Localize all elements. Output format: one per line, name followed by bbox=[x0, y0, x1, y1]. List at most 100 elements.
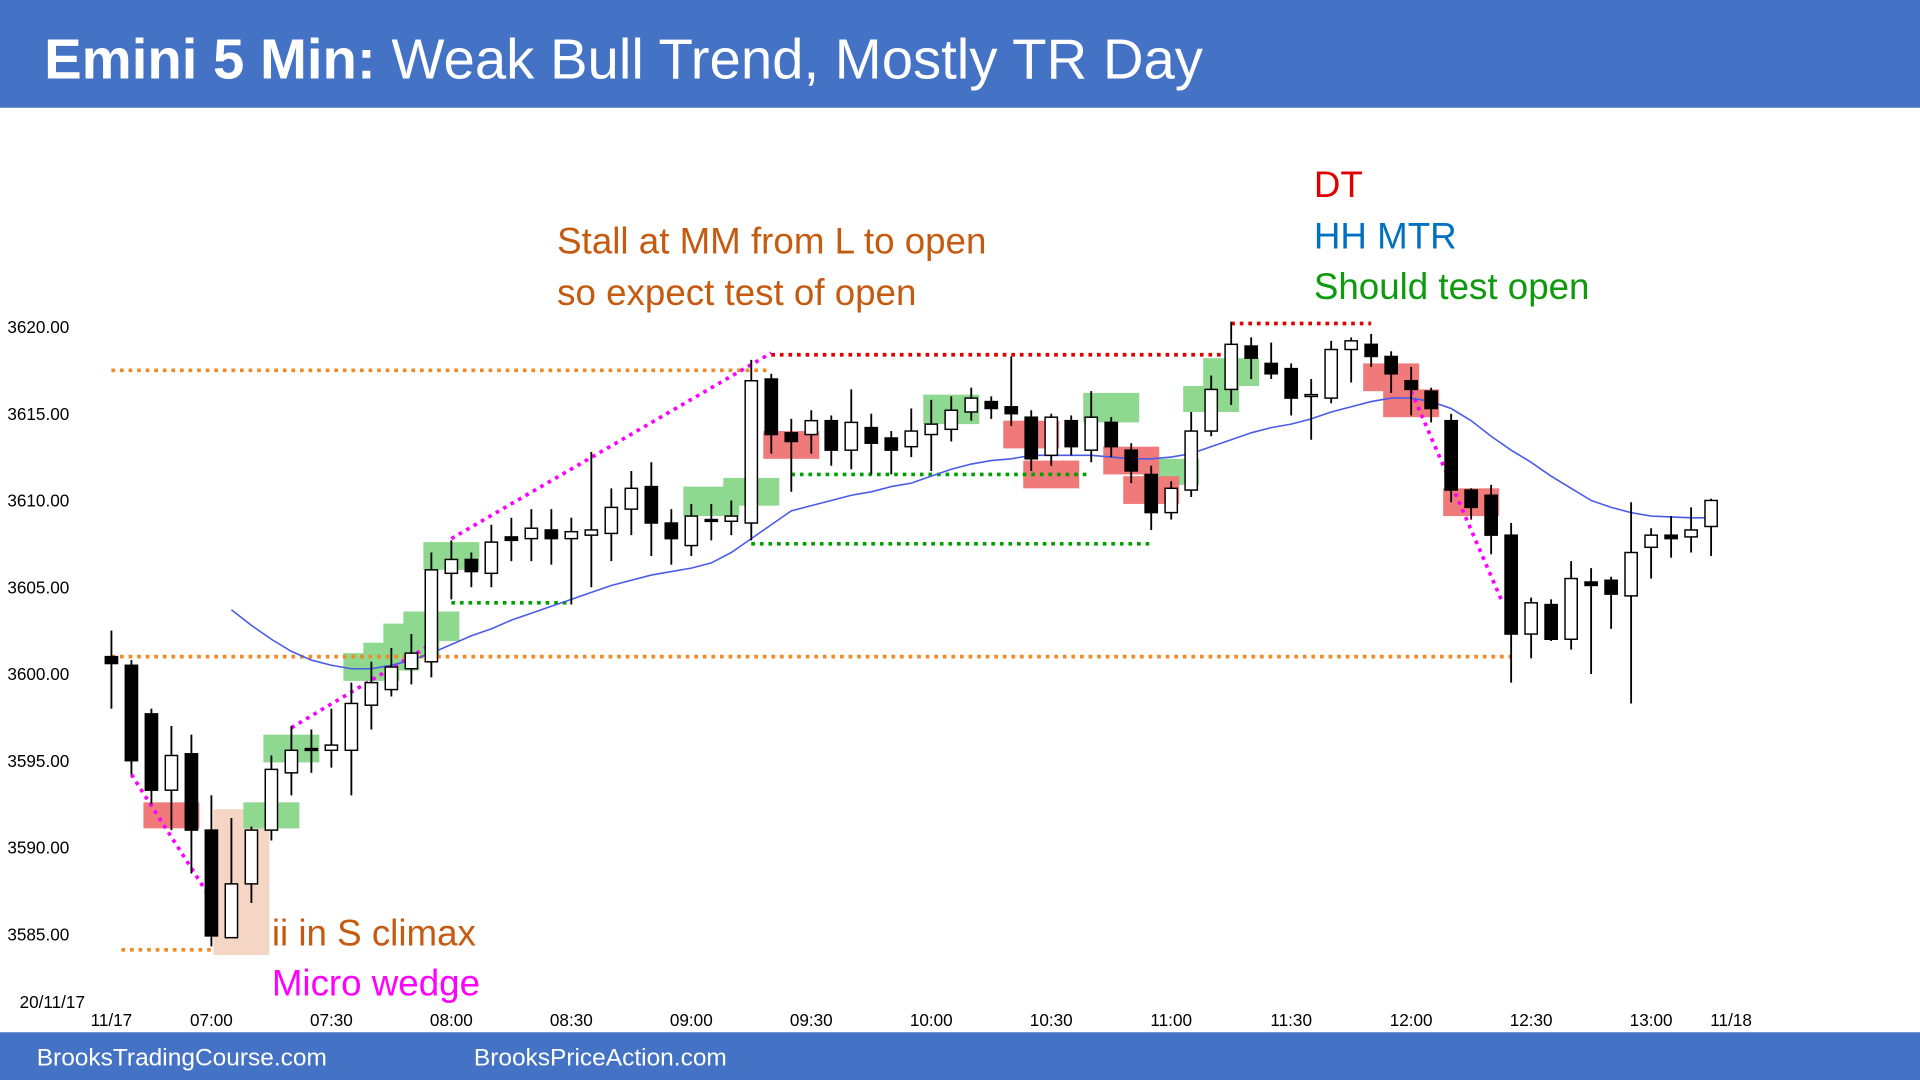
candle bbox=[464, 552, 479, 588]
candle-body bbox=[464, 558, 479, 573]
candle-body bbox=[604, 506, 619, 535]
x-tick-label: 12:00 bbox=[1390, 1010, 1433, 1030]
candle bbox=[544, 509, 559, 565]
candle-body bbox=[1144, 473, 1159, 514]
candle bbox=[1004, 356, 1019, 426]
candle-body bbox=[724, 515, 739, 523]
candle bbox=[1144, 465, 1159, 530]
footer-left: BrooksTradingCourse.com bbox=[37, 1044, 327, 1071]
candle bbox=[1364, 333, 1379, 367]
y-tick-label: 3605.00 bbox=[7, 577, 69, 597]
candle bbox=[984, 396, 999, 419]
x-tick-label: 07:30 bbox=[310, 1010, 353, 1030]
candle-body bbox=[264, 768, 279, 831]
candle bbox=[304, 729, 319, 773]
candle bbox=[1104, 417, 1119, 458]
x-tick-label: 10:00 bbox=[910, 1010, 953, 1030]
candle bbox=[864, 413, 879, 475]
candle bbox=[1244, 337, 1259, 380]
candle-body bbox=[744, 380, 759, 524]
annotation: DT bbox=[1314, 164, 1363, 205]
candle bbox=[644, 462, 659, 556]
candle bbox=[1264, 342, 1279, 380]
x-tick-label: 07:00 bbox=[190, 1010, 233, 1030]
candle-body bbox=[1084, 416, 1099, 451]
candle-body bbox=[1284, 367, 1299, 399]
candle-body bbox=[1344, 340, 1359, 351]
candle-body bbox=[1004, 406, 1019, 415]
candle-body bbox=[904, 430, 919, 448]
candle-body bbox=[144, 713, 159, 791]
candle bbox=[1044, 413, 1059, 466]
candle-body bbox=[1184, 430, 1199, 491]
candle bbox=[1704, 498, 1718, 556]
candle bbox=[1304, 379, 1319, 440]
candle bbox=[104, 630, 119, 709]
candle-body bbox=[1304, 393, 1319, 398]
candle bbox=[844, 389, 859, 470]
candle-body bbox=[1564, 577, 1578, 640]
candle-body bbox=[284, 749, 299, 774]
candle bbox=[624, 470, 639, 536]
candle bbox=[784, 418, 799, 492]
candle bbox=[1344, 337, 1359, 383]
candle-body bbox=[1224, 343, 1239, 391]
candle bbox=[764, 373, 779, 454]
signal-box bbox=[213, 809, 270, 956]
candle bbox=[1424, 387, 1439, 423]
candle bbox=[944, 396, 959, 442]
candle bbox=[224, 817, 239, 939]
candle bbox=[284, 726, 299, 796]
dotted-line bbox=[1409, 390, 1503, 601]
candle-body bbox=[1324, 348, 1339, 399]
x-tick-label: 13:00 bbox=[1630, 1010, 1673, 1030]
candle-body bbox=[1604, 579, 1618, 595]
candle-body bbox=[1544, 603, 1558, 640]
candle bbox=[904, 408, 919, 458]
footer-right: BrooksPriceAction.com bbox=[474, 1044, 727, 1071]
ema-line bbox=[230, 397, 1712, 670]
candle bbox=[404, 634, 419, 685]
title: Emini 5 Min: Weak Bull Trend, Mostly TR … bbox=[44, 27, 1204, 90]
candle-body bbox=[864, 426, 879, 444]
candle-body bbox=[324, 744, 339, 752]
annotation: HH MTR bbox=[1314, 216, 1457, 257]
candle-body bbox=[184, 753, 199, 831]
candle-body bbox=[1044, 416, 1059, 457]
title-rest: Weak Bull Trend, Mostly TR Day bbox=[391, 27, 1203, 90]
candle-body bbox=[1404, 380, 1419, 391]
candle bbox=[684, 503, 699, 556]
candle-body bbox=[1264, 362, 1279, 375]
candle-body bbox=[1204, 388, 1219, 432]
candle-body bbox=[1244, 345, 1259, 359]
candle bbox=[424, 552, 439, 678]
annotation: Stall at MM from L to open bbox=[557, 220, 986, 261]
candle bbox=[1164, 481, 1179, 520]
candle-body bbox=[124, 664, 139, 762]
candle bbox=[1564, 561, 1578, 650]
candle bbox=[1464, 488, 1479, 520]
candle bbox=[144, 708, 159, 805]
y-tick-label: 3615.00 bbox=[7, 404, 69, 424]
y-tick-label: 3610.00 bbox=[7, 491, 69, 511]
candle-body bbox=[424, 569, 439, 663]
candle-body bbox=[544, 529, 559, 540]
candle bbox=[1524, 597, 1538, 659]
candle bbox=[1624, 502, 1638, 704]
y-tick-label: 3595.00 bbox=[7, 751, 69, 771]
candle bbox=[1604, 576, 1618, 629]
candle-body bbox=[1704, 499, 1718, 528]
candle bbox=[664, 509, 679, 565]
candle-body bbox=[1584, 581, 1598, 587]
candle-body bbox=[1364, 343, 1379, 358]
x-tick-label: 09:00 bbox=[670, 1010, 713, 1030]
candle-body bbox=[1104, 421, 1119, 448]
candle-body bbox=[1484, 494, 1499, 536]
y-tick-label: 3620.00 bbox=[7, 317, 69, 337]
x-tick-label: 08:30 bbox=[550, 1010, 593, 1030]
candle bbox=[1484, 484, 1499, 555]
header-band bbox=[0, 0, 1920, 108]
candle-body bbox=[944, 409, 959, 431]
candle bbox=[1504, 523, 1518, 683]
